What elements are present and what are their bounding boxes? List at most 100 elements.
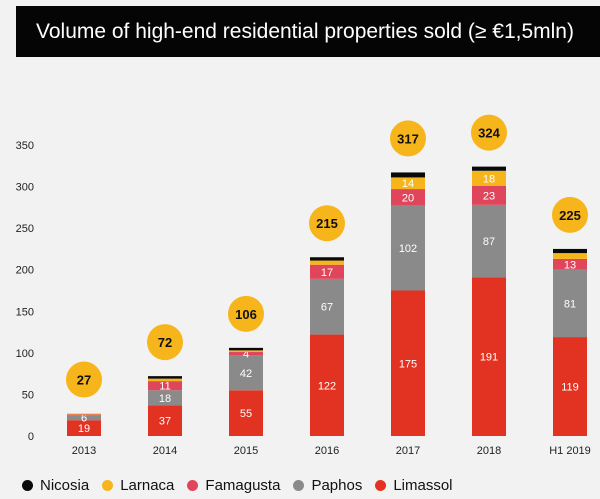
total-bubble (147, 324, 183, 361)
legend-item-larnaca: Larnaca (102, 477, 174, 494)
bar-segment-nicosia (148, 376, 182, 379)
y-tick-label: 250 (16, 223, 34, 235)
bar-segment-limassol (553, 337, 587, 436)
total-value-label: 72 (158, 335, 172, 350)
segment-value-label: 20 (402, 192, 414, 204)
x-tick-label: 2017 (396, 445, 420, 457)
bar-segment-famagusta (67, 414, 101, 416)
y-tick-label: 200 (16, 265, 34, 277)
total-bubble (552, 196, 588, 233)
total-value-label: 225 (559, 208, 581, 223)
legend-marker-icon (293, 479, 305, 491)
total-bubble (471, 114, 507, 151)
x-tick-label: 2016 (315, 445, 339, 457)
legend-item-limassol: Limassol (375, 476, 453, 494)
segment-value-label: 11 (159, 381, 170, 393)
legend-item-paphos: Paphos (293, 477, 362, 494)
legend-marker-icon (102, 479, 114, 491)
bar-segment-larnaca (310, 260, 344, 265)
y-tick-label: 350 (16, 140, 34, 152)
legend-item-famagusta: Famagusta (187, 477, 280, 494)
bar-segment-famagusta (553, 258, 587, 270)
segment-value-label: 17 (321, 267, 333, 279)
bar-segment-nicosia (310, 257, 344, 261)
legend-label: Nicosia (40, 476, 90, 494)
bar-segment-larnaca (67, 413, 101, 415)
total-value-label: 27 (77, 373, 91, 388)
segment-value-label: 87 (483, 236, 495, 248)
legend-label: Limassol (393, 476, 453, 494)
y-tick-label: 50 (22, 389, 34, 401)
total-value-label: 215 (316, 216, 338, 231)
bar-segment-paphos (229, 355, 263, 391)
segment-value-label: 42 (240, 368, 252, 380)
total-bubble (390, 120, 426, 157)
segment-value-label: 13 (564, 259, 576, 271)
legend-marker-icon (22, 479, 33, 491)
total-bubble (309, 205, 345, 242)
x-tick-label: 2018 (477, 445, 501, 457)
total-bubble (228, 295, 264, 332)
bar-segment-famagusta (472, 185, 506, 205)
segment-value-label: 81 (564, 298, 576, 310)
bar-segment-famagusta (391, 189, 425, 206)
bar-segment-limassol (391, 290, 425, 436)
x-tick-label: H1 2019 (549, 445, 591, 457)
segment-value-label: 37 (159, 416, 171, 428)
legend-label: Famagusta (205, 476, 281, 494)
segment-value-label: 6 (81, 413, 87, 425)
bar-segment-paphos (472, 204, 506, 278)
x-tick-label: 2015 (234, 445, 258, 457)
bar-segment-nicosia (229, 347, 263, 351)
segment-value-label: 122 (318, 380, 336, 392)
total-value-label: 317 (397, 131, 419, 146)
total-bubble (66, 361, 102, 398)
bar-segment-famagusta (148, 381, 182, 391)
bar-segment-larnaca (472, 170, 506, 186)
bar-segment-larnaca (229, 350, 263, 353)
segment-value-label: 119 (561, 382, 579, 394)
segment-value-label: 19 (78, 423, 90, 435)
segment-value-label: 55 (240, 408, 252, 420)
bar-segment-paphos (148, 390, 182, 406)
x-tick-label: 2014 (153, 445, 177, 457)
segment-value-label: 18 (483, 173, 495, 185)
bar-segment-paphos (310, 278, 344, 335)
chart-legend: Nicosia Larnaca Famagusta Paphos Limassol (22, 474, 466, 496)
legend-marker-icon (187, 479, 199, 491)
bar-segment-larnaca (391, 177, 425, 190)
bar-segment-nicosia (472, 166, 506, 171)
bar-segment-paphos (553, 269, 587, 338)
bar-segment-famagusta (229, 352, 263, 356)
segment-value-label: 191 (480, 352, 498, 364)
bar-segment-nicosia (391, 172, 425, 178)
bar-segment-limassol (472, 277, 506, 436)
segment-value-label: 175 (399, 358, 417, 370)
total-value-label: 106 (235, 307, 257, 322)
segment-value-label: 102 (399, 243, 417, 255)
bar-segment-larnaca (553, 253, 587, 259)
y-tick-label: 100 (16, 348, 34, 360)
y-tick-label: 0 (28, 431, 34, 443)
segment-value-label: 18 (159, 393, 171, 405)
y-tick-label: 300 (16, 182, 34, 194)
segment-value-label: 23 (483, 190, 495, 202)
bar-segment-nicosia (553, 248, 587, 254)
chart-title: Volume of high-end residential propertie… (16, 6, 600, 57)
bar-segment-larnaca (148, 378, 182, 382)
bar-segment-limassol (148, 405, 182, 436)
x-tick-label: 2013 (72, 445, 96, 457)
bar-segment-famagusta (310, 264, 344, 279)
bar-segment-limassol (229, 390, 263, 436)
legend-label: Larnaca (120, 476, 175, 494)
segment-value-label: 4 (243, 349, 249, 361)
bar-segment-paphos (67, 415, 101, 421)
segment-value-label: 67 (321, 302, 333, 314)
bar-segment-limassol (310, 334, 344, 436)
y-tick-label: 150 (16, 306, 34, 318)
legend-marker-icon (375, 479, 387, 491)
legend-label: Paphos (311, 476, 363, 494)
bar-segment-paphos (391, 205, 425, 291)
bar-segment-limassol (67, 420, 101, 436)
